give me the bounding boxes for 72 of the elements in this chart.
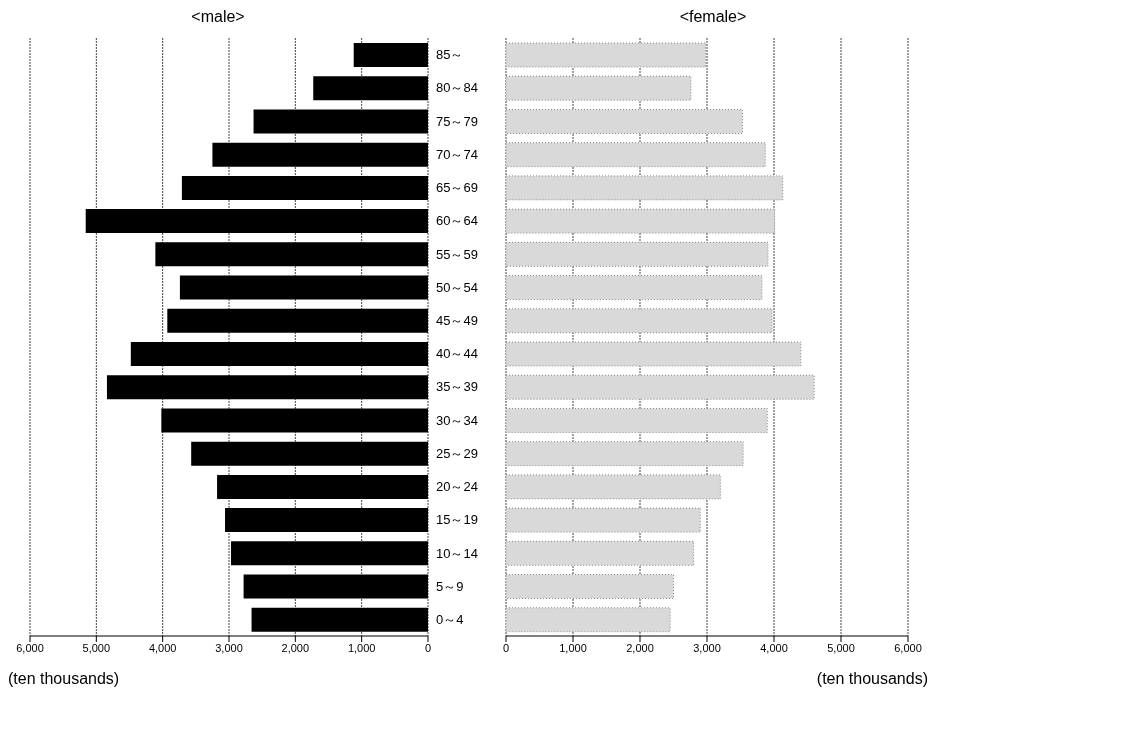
y-tick-label: 25～29 <box>436 445 478 461</box>
bar <box>253 109 428 134</box>
y-tick-label: 0～4 <box>436 612 464 627</box>
x-tick-label: 2,000 <box>626 641 654 654</box>
y-tick-label: 15～19 <box>436 512 478 528</box>
y-tick-label: 40～44 <box>436 346 478 362</box>
x-tick-label: 0 <box>424 641 432 654</box>
bar <box>506 208 776 234</box>
bar <box>506 374 815 400</box>
y-tick-label: 20～24 <box>436 479 478 495</box>
x-tick-label: 6,000 <box>894 641 922 654</box>
x-tick-label: 6,000 <box>16 641 44 654</box>
bar <box>85 209 428 234</box>
bar <box>506 175 784 201</box>
y-tick-label: 80～84 <box>436 80 478 96</box>
bar <box>506 275 763 301</box>
bar <box>506 540 695 566</box>
x-tick-label: 2,000 <box>281 641 310 654</box>
x-tick-label: 0 <box>502 641 510 654</box>
bar <box>230 541 428 566</box>
bar <box>506 407 768 433</box>
x-tick-label: 5,000 <box>827 641 855 654</box>
bar <box>106 375 428 400</box>
y-tick-label: 50～54 <box>436 279 478 295</box>
bar <box>225 508 428 533</box>
x-tick-label: 5,000 <box>82 641 111 654</box>
y-tick-label: 10～14 <box>436 545 478 561</box>
bar <box>181 175 428 200</box>
bar <box>191 441 428 466</box>
bar <box>212 142 428 167</box>
y-tick-label: 35～39 <box>436 379 478 395</box>
bar <box>506 607 671 633</box>
bar <box>506 108 744 134</box>
x-tick-label: 3,000 <box>693 641 721 654</box>
y-tick-label: 55～59 <box>436 246 478 262</box>
bar <box>251 607 428 632</box>
x-tick-label: 1,000 <box>347 641 376 654</box>
x-tick-label: 3,000 <box>215 641 243 654</box>
x-axis-title: (ten thousands) <box>815 670 928 688</box>
bar <box>155 242 428 267</box>
bar <box>161 408 428 433</box>
bar <box>506 441 744 467</box>
x-axis-title: (ten thousands) <box>8 670 121 688</box>
bar <box>243 574 428 599</box>
bar <box>506 341 802 367</box>
y-tick-label: 70～74 <box>436 146 478 162</box>
y-tick-label: 60～64 <box>436 213 478 229</box>
chart-title: <male> <box>190 8 246 27</box>
bar <box>506 241 769 267</box>
y-tick-label: 30～34 <box>436 412 478 428</box>
bar <box>506 142 766 168</box>
y-tick-label: 85～ <box>436 47 464 63</box>
y-tick-label: 45～49 <box>436 313 478 328</box>
y-tick-label: 75～79 <box>436 113 478 129</box>
bar <box>506 507 701 533</box>
bar <box>506 75 692 101</box>
bar <box>353 43 428 67</box>
bar <box>130 342 428 366</box>
bar <box>179 275 428 300</box>
x-tick-label: 4,000 <box>760 641 788 654</box>
bar <box>506 308 773 334</box>
bar <box>506 42 707 68</box>
bar <box>217 474 428 499</box>
bar <box>506 574 674 600</box>
x-tick-label: 4,000 <box>148 641 177 654</box>
bar <box>313 76 428 101</box>
y-tick-label: 65～69 <box>436 180 478 196</box>
y-tick-label: 5～9 <box>436 578 464 594</box>
chart-title: <female> <box>678 8 748 27</box>
bar <box>167 308 428 333</box>
x-tick-label: 1,000 <box>559 641 587 654</box>
bar <box>506 474 721 500</box>
